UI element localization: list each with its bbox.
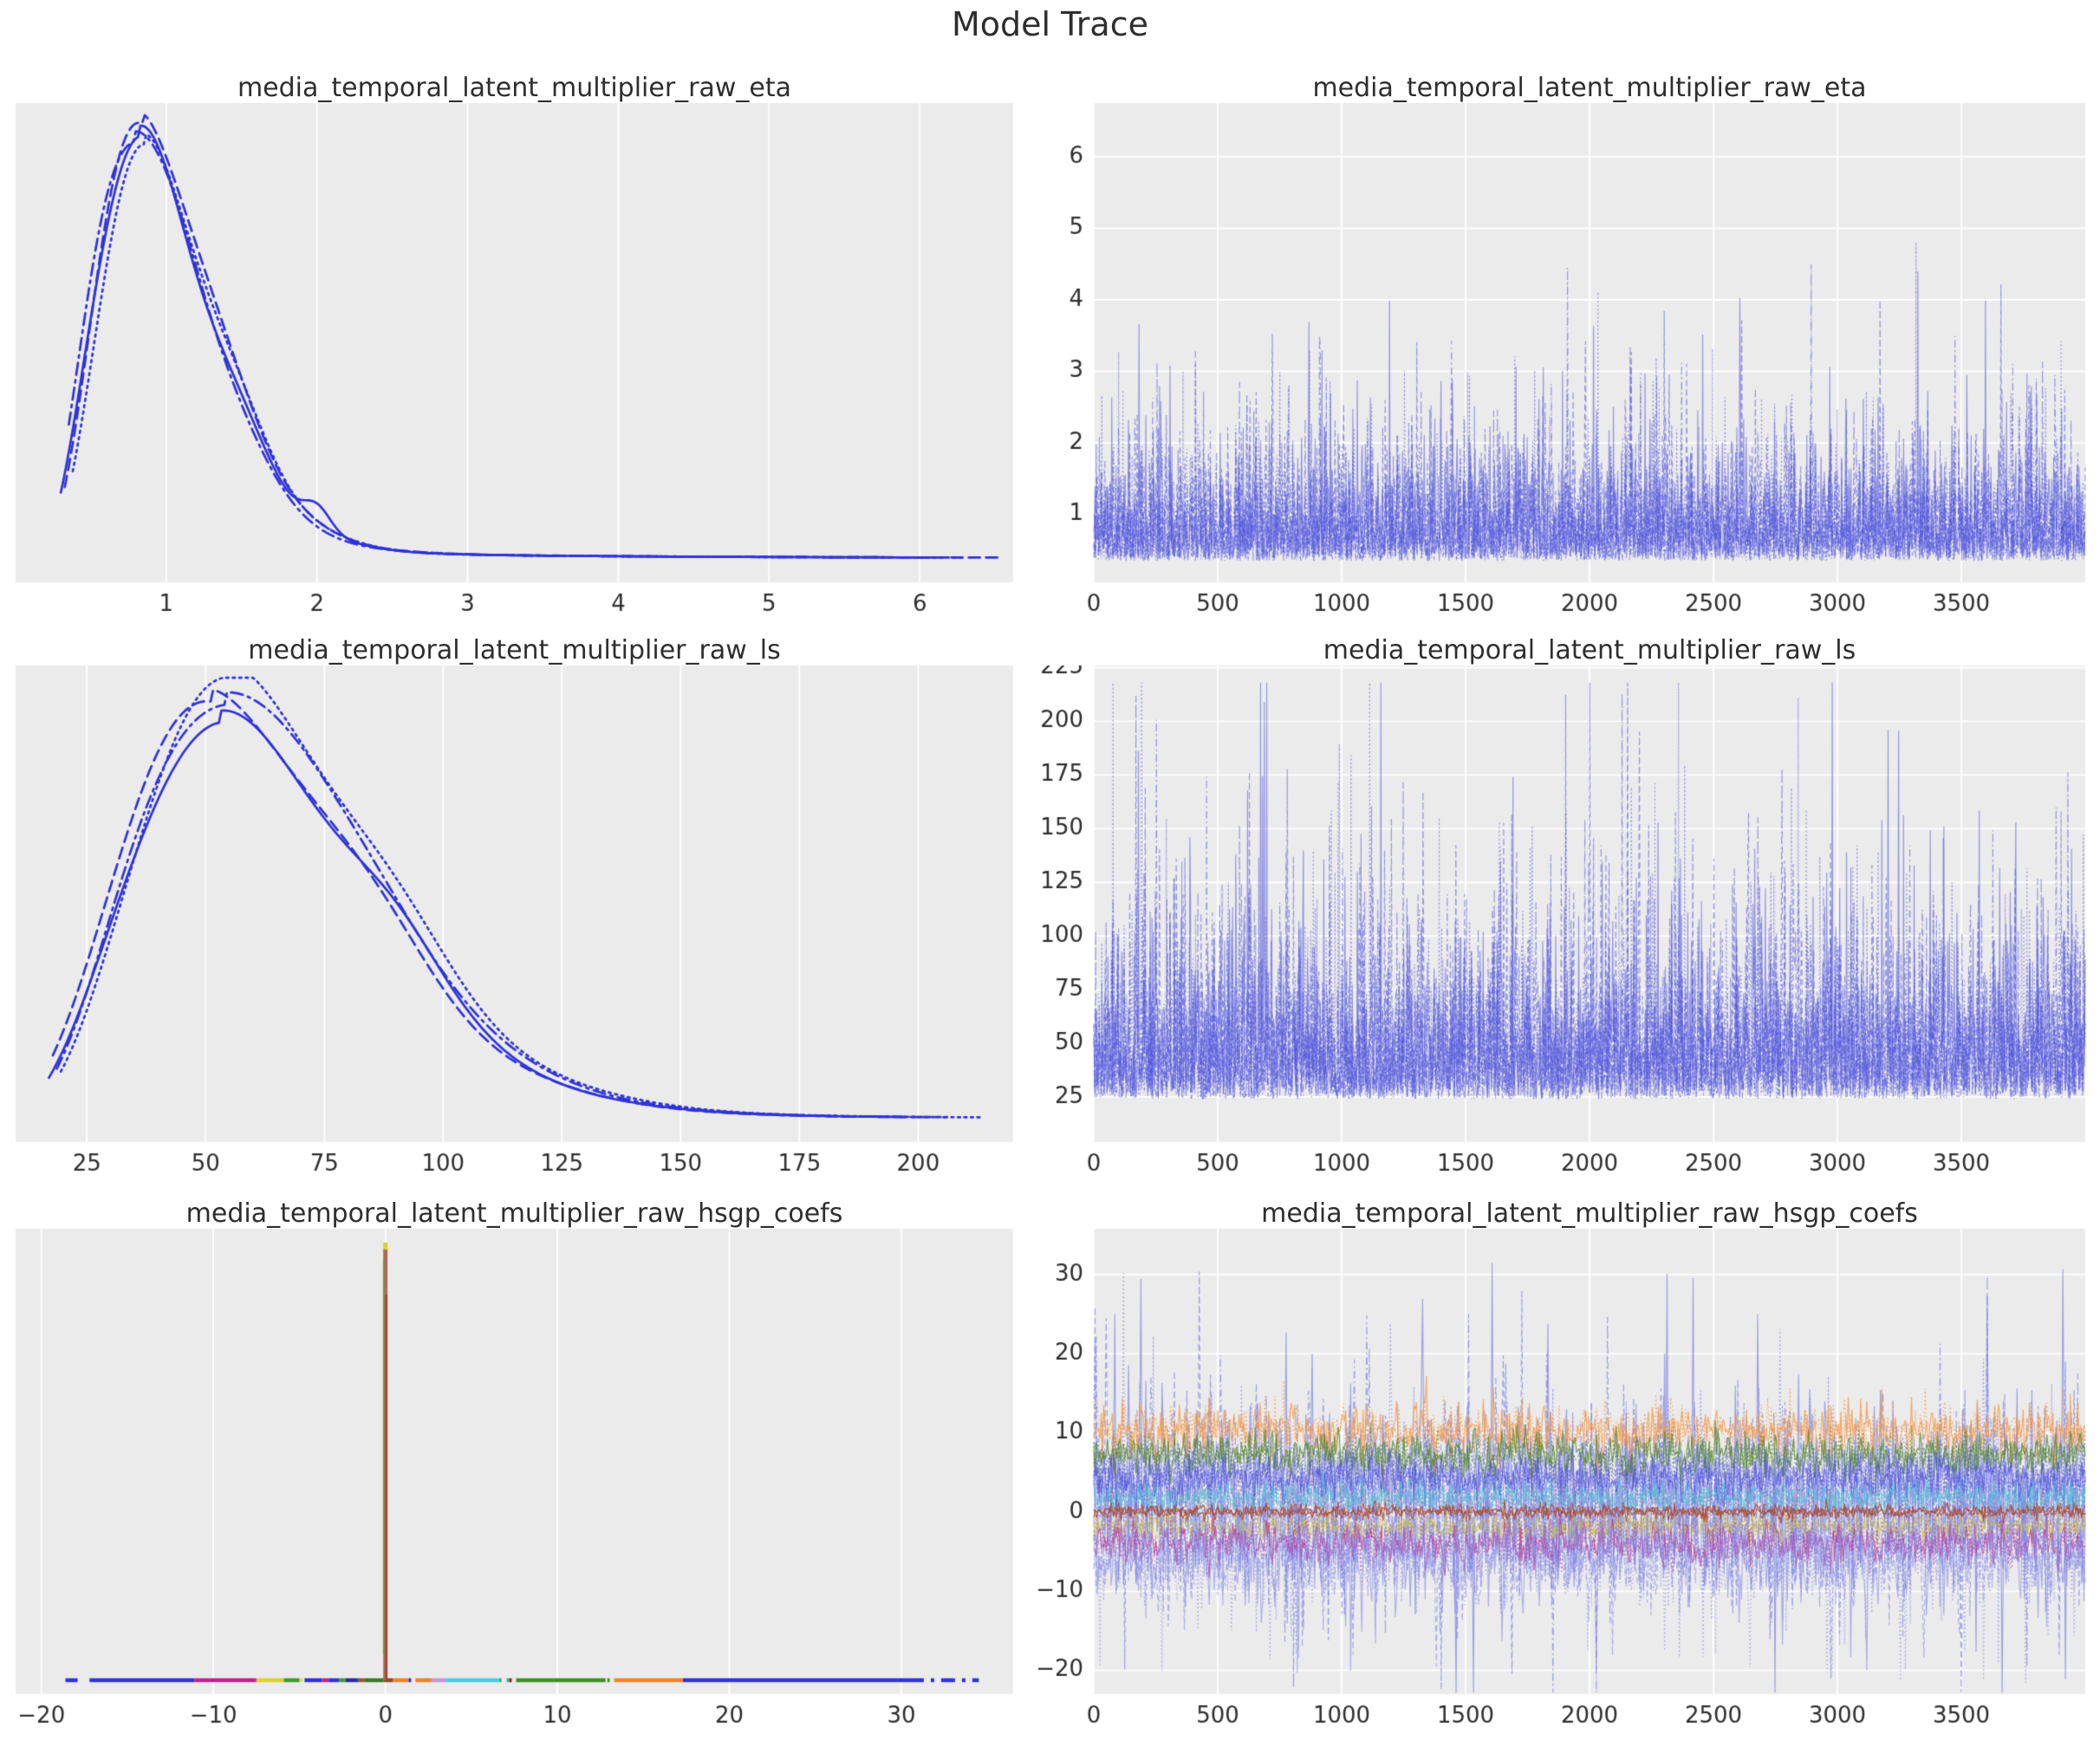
- subplot-title-ls-trace: media_temporal_latent_multiplier_raw_ls: [1323, 635, 1856, 665]
- subplot-ls-trace: media_temporal_latent_multiplier_raw_ls: [1031, 621, 2100, 1179]
- subplot-ls-density: media_temporal_latent_multiplier_raw_ls: [0, 621, 1031, 1179]
- hsgp-trace-canvas: [1031, 1229, 2100, 1737]
- subplot-title-eta-density: media_temporal_latent_multiplier_raw_eta: [237, 73, 792, 103]
- figure-title: Model Trace: [952, 5, 1148, 43]
- subplot-eta-density: media_temporal_latent_multiplier_raw_eta: [0, 59, 1031, 620]
- subplot-hsgp-density: media_temporal_latent_multiplier_raw_hsg…: [0, 1185, 1031, 1737]
- subplot-title-hsgp-density: media_temporal_latent_multiplier_raw_hsg…: [185, 1198, 843, 1229]
- subplot-eta-trace: media_temporal_latent_multiplier_raw_eta: [1031, 59, 2100, 620]
- subplot-title-eta-trace: media_temporal_latent_multiplier_raw_eta: [1312, 73, 1867, 103]
- subplot-title-ls-density: media_temporal_latent_multiplier_raw_ls: [248, 635, 781, 665]
- ls-density-canvas: [0, 665, 1031, 1179]
- eta-trace-canvas: [1031, 103, 2100, 620]
- eta-density-canvas: [0, 103, 1031, 620]
- hsgp-density-canvas: [0, 1229, 1031, 1737]
- subplot-title-hsgp-trace: media_temporal_latent_multiplier_raw_hsg…: [1261, 1198, 1918, 1229]
- ls-trace-canvas: [1031, 665, 2100, 1179]
- subplot-hsgp-trace: media_temporal_latent_multiplier_raw_hsg…: [1031, 1185, 2100, 1737]
